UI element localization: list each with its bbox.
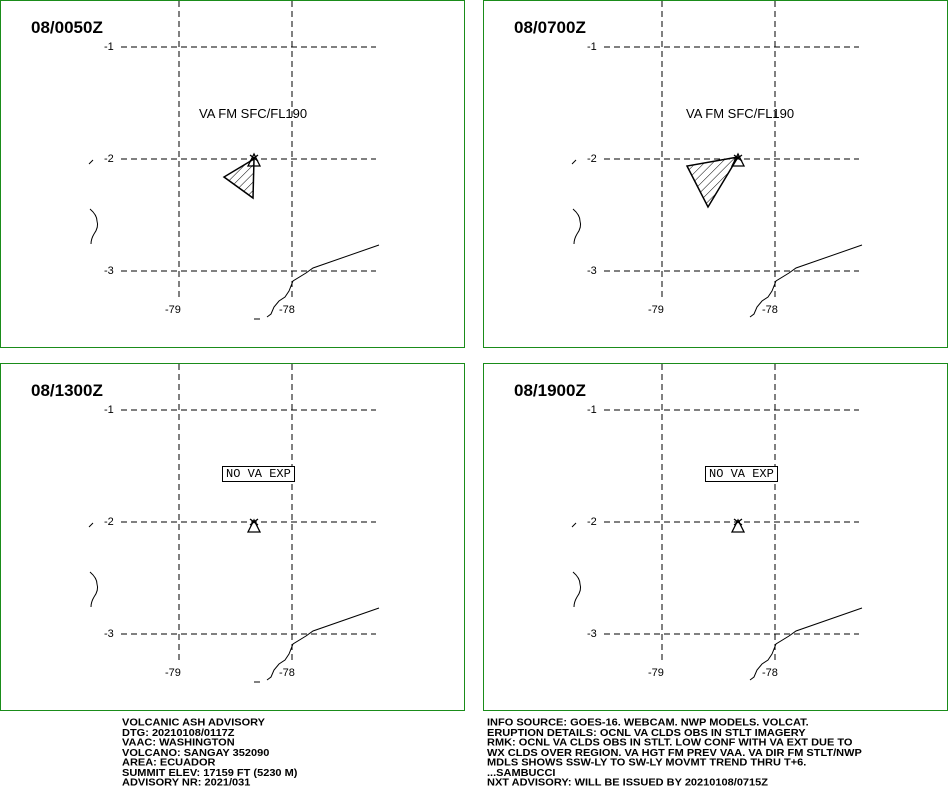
ash-cloud-area — [222, 157, 255, 200]
lon-label: -79 — [648, 667, 664, 679]
map-panel-4: 08/1900Z NO VA EXP -1 -2 -3 -79 -78 — [483, 363, 948, 711]
coastline — [88, 159, 380, 320]
no-va-label: NO VA EXP — [222, 466, 295, 482]
volcano-icon — [730, 518, 746, 533]
lat-label: -1 — [104, 404, 114, 416]
volcano-icon — [730, 152, 746, 167]
advisory-line: INFO SOURCE: GOES-16. WEBCAM. NWP MODELS… — [487, 716, 809, 729]
advisory-line: ERUPTION DETAILS: OCNL VA CLDS OBS IN ST… — [487, 726, 806, 739]
lat-label: -1 — [587, 41, 597, 53]
panel-time: 08/1900Z — [514, 381, 586, 400]
map-panel-3: 08/1300Z NO VA EXP -1 -2 -3 -79 -78 — [0, 363, 465, 711]
lat-label: -2 — [104, 516, 114, 528]
lat-label: -2 — [587, 516, 597, 528]
panel-time: 08/0700Z — [514, 18, 586, 37]
coastline — [88, 522, 380, 683]
lon-label: -78 — [279, 667, 295, 679]
coastline — [571, 522, 863, 681]
advisory-line: SUMMIT ELEV: 17159 FT (5230 M) — [122, 766, 298, 779]
advisory-line: ADVISORY NR: 2021/031 — [122, 776, 251, 789]
va-label: VA FM SFC/FL190 — [199, 106, 308, 121]
lat-label: -3 — [587, 628, 597, 640]
advisory-line: RMK: OCNL VA CLDS OBS IN STLT. LOW CONF … — [487, 736, 853, 749]
lon-label: -78 — [762, 667, 778, 679]
map-graphic — [88, 364, 380, 683]
va-label: VA FM SFC/FL190 — [686, 106, 795, 121]
advisory-line: VOLCANO: SANGAY 352090 — [122, 746, 270, 759]
lat-label: -3 — [104, 628, 114, 640]
advisory-header-block: VOLCANIC ASH ADVISORY DTG: 20210108/0117Z… — [122, 718, 297, 788]
map-panel-1: 08/0050Z VA FM SFC/FL190 -1 -2 -3 -79 -7… — [0, 0, 465, 348]
lat-label: -3 — [104, 265, 114, 277]
lat-label: -1 — [104, 41, 114, 53]
lat-label: -1 — [587, 404, 597, 416]
panel-time: 08/1300Z — [31, 381, 103, 400]
ash-cloud-area — [685, 155, 740, 209]
lon-label: -79 — [648, 304, 664, 316]
advisory-line: VAAC: WASHINGTON — [122, 736, 235, 749]
lon-label: -79 — [165, 304, 181, 316]
advisory-line: DTG: 20210108/0117Z — [122, 726, 235, 739]
advisory-line: ...SAMBUCCI — [487, 766, 556, 779]
lon-label: -79 — [165, 667, 181, 679]
panel-time: 08/0050Z — [31, 18, 103, 37]
lat-label: -2 — [104, 153, 114, 165]
coastline — [571, 159, 863, 318]
advisory-line: VOLCANIC ASH ADVISORY — [122, 716, 266, 729]
map-graphic — [571, 1, 863, 318]
advisory-line: NXT ADVISORY: WILL BE ISSUED BY 20210108… — [487, 776, 769, 789]
advisory-line: MDLS SHOWS SSW-LY TO SW-LY MOVMT TREND T… — [487, 756, 807, 769]
advisory-line: AREA: ECUADOR — [122, 756, 216, 769]
lon-label: -78 — [279, 304, 295, 316]
volcano-icon — [246, 518, 262, 533]
advisory-details-block: INFO SOURCE: GOES-16. WEBCAM. NWP MODELS… — [487, 718, 862, 788]
advisory-line: WX CLDS OVER REGION. VA HGT FM PREV VAA.… — [487, 746, 862, 759]
lon-label: -78 — [762, 304, 778, 316]
map-panel-2: 08/0700Z VA FM SFC/FL190 -1 -2 -3 -79 -7… — [483, 0, 948, 348]
no-va-label: NO VA EXP — [705, 466, 778, 482]
map-graphic — [88, 1, 380, 320]
volcano-icon — [246, 152, 262, 167]
map-graphic — [571, 364, 863, 681]
lat-label: -2 — [587, 153, 597, 165]
lat-label: -3 — [587, 265, 597, 277]
